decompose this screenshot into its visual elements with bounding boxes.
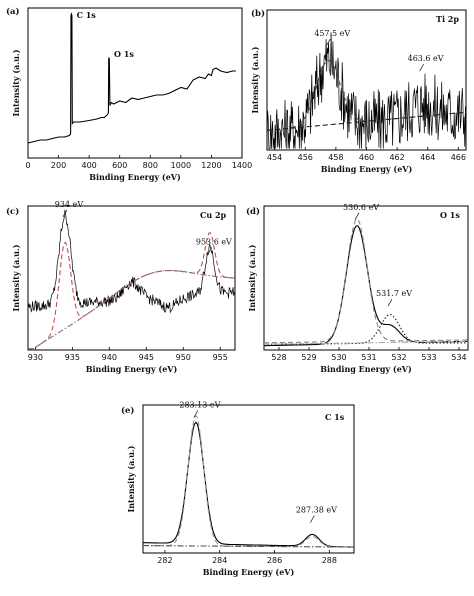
panel-a: 0 200 400 600 800 1000 1200 1400 Binding Energy … xyxy=(6,6,252,182)
peak-label: 953.6 eV xyxy=(196,237,232,246)
x-tick-label: 284 xyxy=(212,556,227,565)
x-tick-label: 530 xyxy=(331,353,346,362)
series-line-0 xyxy=(27,12,236,144)
panel-label: (e) xyxy=(121,405,134,416)
series-line-3 xyxy=(264,340,468,345)
peak-arrow xyxy=(419,64,424,72)
peak-label: O 1s xyxy=(114,49,134,59)
peak-label: C 1s xyxy=(77,10,97,20)
x-tick-label: 1000 xyxy=(171,161,191,170)
x-tick-label: 462 xyxy=(389,153,404,162)
x-tick-label: 529 xyxy=(301,353,316,362)
peak-label: 283.13 eV xyxy=(179,400,220,409)
x-tick-label: 456 xyxy=(298,153,313,162)
x-tick-label: 532 xyxy=(391,353,406,362)
x-tick-label: 534 xyxy=(451,353,466,362)
x-tick-label: 940 xyxy=(102,353,117,362)
x-axis-label: Binding Energy (eV) xyxy=(320,364,412,374)
element-label: C 1s xyxy=(325,412,345,422)
series-line-2 xyxy=(28,270,235,350)
panel-c: 930 935 940 945 950 955 Binding Energy (eV) Int… xyxy=(6,200,236,374)
series-line-1 xyxy=(143,414,354,548)
element-label: O 1s xyxy=(440,210,460,220)
x-tick-label: 458 xyxy=(328,153,343,162)
element-label: Ti 2p xyxy=(436,14,459,24)
y-axis-label: Intensity (a.u.) xyxy=(247,244,257,311)
peak-arrow xyxy=(310,515,315,523)
x-tick-label: 955 xyxy=(213,353,228,362)
series-line-0 xyxy=(266,32,467,149)
panel-d: 528 529 530 531 532 533 534 Binding Energy (eV)… xyxy=(246,203,469,374)
panel-label: (d) xyxy=(246,206,260,217)
x-tick-label: 945 xyxy=(139,353,154,362)
series-line-2 xyxy=(264,314,468,345)
peak-arrow xyxy=(62,209,68,218)
peak-label: 530.6 eV xyxy=(343,203,379,212)
panel-label: (c) xyxy=(6,206,19,217)
series-line-2 xyxy=(143,545,354,548)
plot-frame xyxy=(27,205,236,351)
peak-arrow xyxy=(354,212,360,220)
element-label: Cu 2p xyxy=(200,210,227,220)
x-tick-label: 0 xyxy=(25,161,30,170)
series-line-2 xyxy=(266,111,467,131)
peak-arrow xyxy=(193,410,199,418)
series-line-0 xyxy=(264,224,468,347)
x-tick-label: 400 xyxy=(82,161,97,170)
y-axis-label: Intensity (a.u.) xyxy=(126,445,136,512)
panel-b: 454 456 458 460 462 464 466 Binding Energy (eV)… xyxy=(250,8,467,174)
x-axis-label: Binding Energy (eV) xyxy=(89,172,181,182)
y-axis-label: Intensity (a.u.) xyxy=(250,46,260,113)
x-tick-label: 454 xyxy=(267,153,282,162)
y-axis-label: Intensity (a.u.) xyxy=(11,244,21,311)
x-tick-label: 466 xyxy=(451,153,466,162)
series-line-0 xyxy=(27,209,236,314)
x-tick-label: 1200 xyxy=(201,161,221,170)
panel-e: 282 284 286 288 Binding Energy (eV) Intensity… xyxy=(121,400,355,577)
x-tick-label: 528 xyxy=(271,353,286,362)
series-line-1 xyxy=(264,218,468,344)
series-line-0 xyxy=(142,421,354,548)
x-tick-label: 533 xyxy=(421,353,436,362)
panel-label: (b) xyxy=(251,8,265,19)
x-tick-label: 286 xyxy=(267,556,282,565)
peak-arrow xyxy=(325,38,331,47)
panel-label: (a) xyxy=(6,6,20,17)
y-axis-label: Intensity (a.u.) xyxy=(11,49,21,116)
x-tick-label: 464 xyxy=(420,153,435,162)
x-tick-label: 950 xyxy=(176,353,191,362)
plot-frame xyxy=(27,7,243,159)
peak-label: 457.5 eV xyxy=(314,29,350,38)
x-tick-label: 531 xyxy=(361,353,376,362)
peak-label: 934 eV xyxy=(55,200,84,209)
peak-label: 531.7 eV xyxy=(376,289,412,298)
peak-label: 463.6 eV xyxy=(408,54,444,63)
peak-label: 287.38 eV xyxy=(296,506,337,515)
x-tick-label: 600 xyxy=(112,161,127,170)
x-tick-label: 935 xyxy=(65,353,80,362)
peak-arrow xyxy=(387,298,393,307)
x-axis-label: Binding Energy (eV) xyxy=(86,364,178,374)
x-tick-label: 800 xyxy=(143,161,158,170)
x-tick-label: 1400 xyxy=(232,161,252,170)
x-tick-label: 288 xyxy=(322,556,337,565)
x-tick-label: 282 xyxy=(157,556,172,565)
plot-frame xyxy=(263,205,469,351)
peak-arrow xyxy=(207,247,213,255)
x-tick-label: 930 xyxy=(28,353,43,362)
x-axis-label: Binding Energy (eV) xyxy=(321,164,413,174)
x-axis-label: Binding Energy (eV) xyxy=(203,567,295,577)
plot-frame xyxy=(142,404,355,554)
x-tick-label: 200 xyxy=(51,161,66,170)
x-tick-label: 460 xyxy=(359,153,374,162)
